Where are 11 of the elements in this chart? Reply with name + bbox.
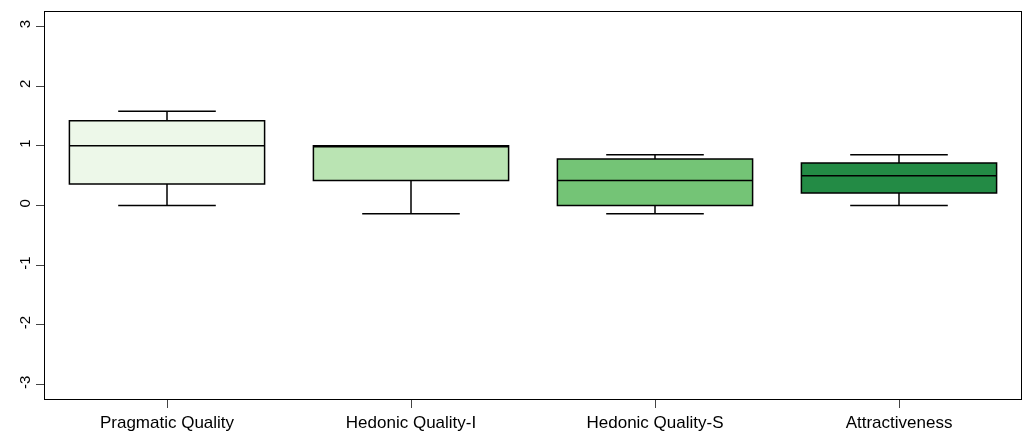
x-tick-label: Hedonic Quality-I xyxy=(345,413,477,433)
y-tick-label: 0 xyxy=(16,199,33,208)
y-tick-label: 2 xyxy=(16,79,33,88)
y-tick-label: 3 xyxy=(16,19,33,29)
y-tick-label: -1 xyxy=(16,256,33,270)
y-tick-label: -2 xyxy=(16,316,33,330)
x-tick-label: Attractiveness xyxy=(845,413,953,433)
y-tick-label: -3 xyxy=(16,375,33,390)
x-tick-label: Pragmatic Quality xyxy=(99,413,235,433)
y-tick-label: 1 xyxy=(16,139,33,148)
x-tick-label: Hedonic Quality-S xyxy=(586,413,724,433)
